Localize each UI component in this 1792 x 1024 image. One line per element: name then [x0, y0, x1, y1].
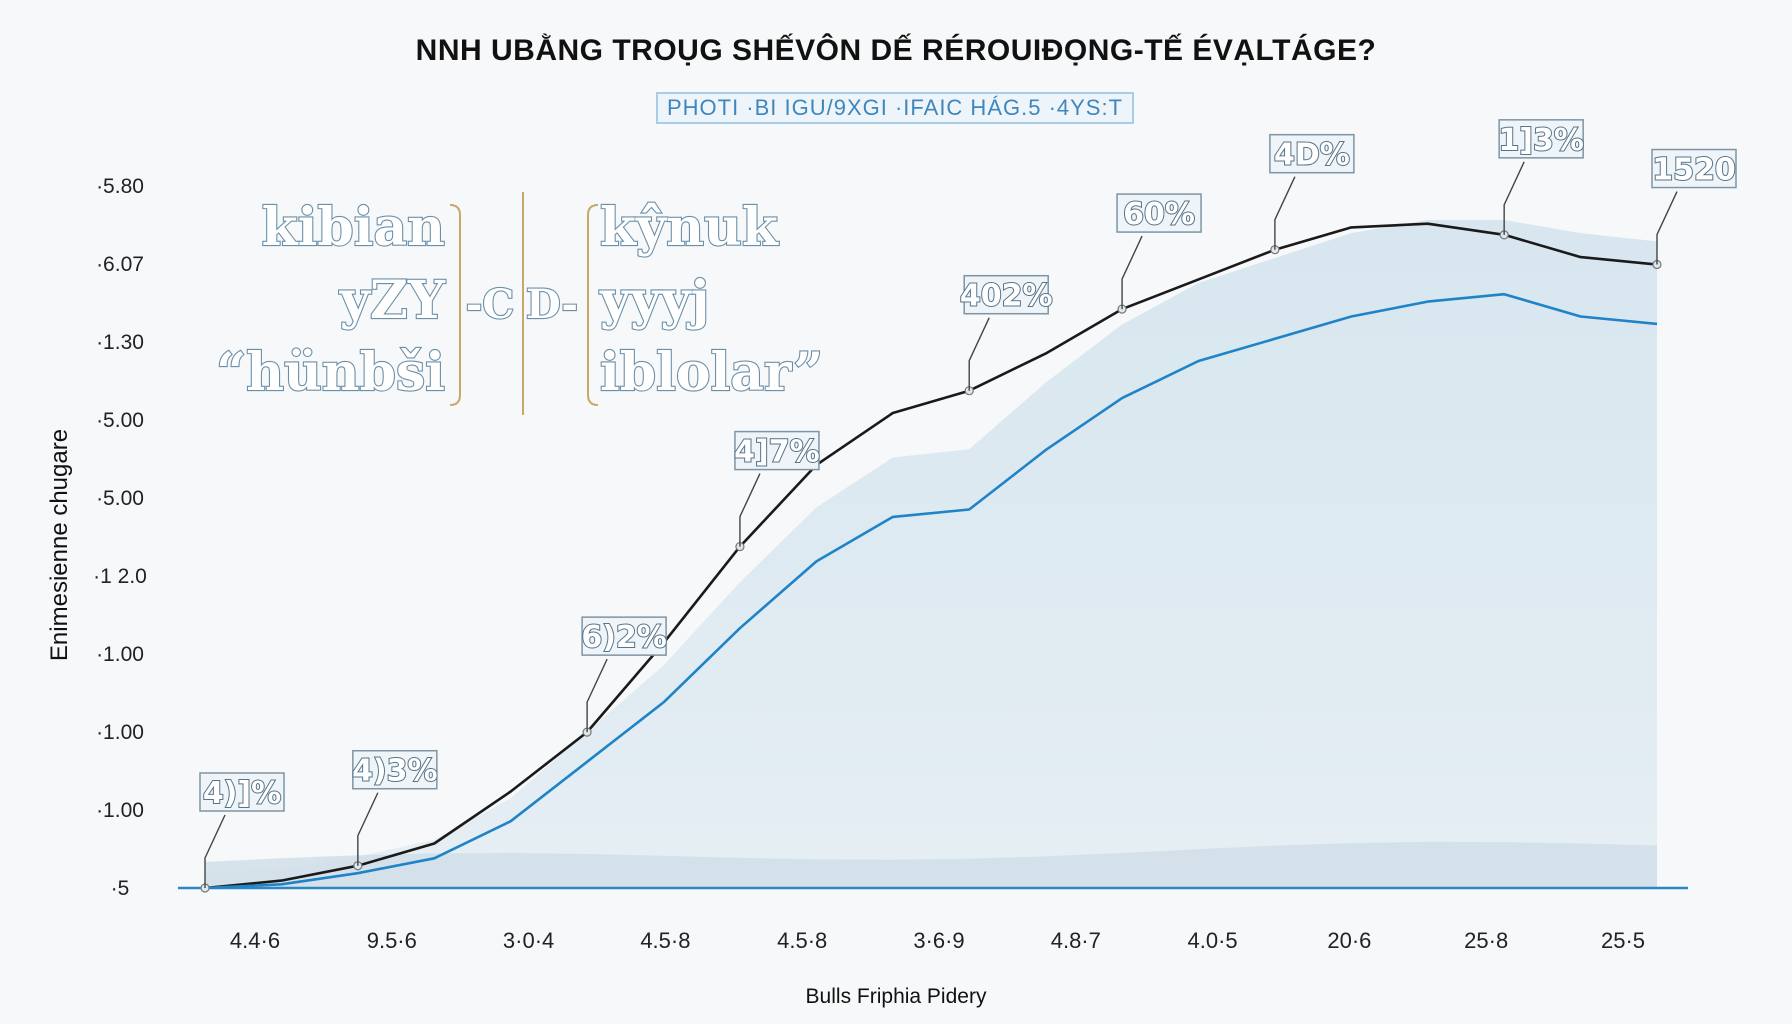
annotation-leader — [586, 658, 608, 733]
annotation-leader — [968, 317, 990, 391]
annotation-label: 60% — [1123, 197, 1195, 232]
annotation-box — [734, 430, 820, 471]
annotation-leader — [1121, 235, 1143, 310]
inset-left-word: yZY — [339, 270, 446, 331]
series-line-1 — [204, 222, 1658, 890]
y-tick-label: ·5.00 — [96, 409, 144, 432]
annotation-box — [1269, 133, 1355, 174]
annotation-label: 6)2% — [581, 620, 667, 655]
annotation-box — [963, 274, 1049, 315]
inset-right-word: kŷnuk — [600, 197, 779, 258]
x-tick-label: 20·6 — [1327, 928, 1371, 953]
x-tick-label: 3·0·4 — [503, 928, 554, 953]
y-tick-label: ·1.30 — [96, 331, 144, 354]
annotation-leader — [204, 814, 226, 888]
x-axis-label: Bulls Friphia Pidery — [805, 985, 987, 1008]
x-tick-label: 9.5·6 — [367, 928, 417, 953]
annotation-box — [1116, 193, 1202, 233]
annotation-label: 4D% — [1274, 138, 1350, 173]
chart-title: NNH UBẰNG TROỤG SHẾVÔN DẾ RÉROUIĐỌNG-TẾ … — [415, 34, 1377, 67]
annotation-label: 1520 — [1652, 153, 1736, 188]
y-tick-label: ·6.07 — [96, 253, 144, 276]
annotation-box — [1498, 119, 1584, 159]
annotation-leader — [1274, 176, 1296, 250]
inset-right-word: yyyj — [599, 270, 709, 331]
x-tick-label: 25·5 — [1601, 928, 1645, 953]
annotation-label: 4)3% — [352, 754, 438, 789]
y-tick-label: ·1.00 — [96, 721, 144, 744]
annotation-box — [581, 616, 667, 656]
annotation-leader — [1503, 161, 1525, 235]
inset-right-word: iblolar” — [600, 342, 823, 403]
annotation-label: 402% — [960, 279, 1053, 314]
x-tick-label: 4.4·6 — [230, 928, 280, 953]
annotation-label: 4]7% — [734, 435, 820, 470]
x-tick-label: 4.5·8 — [777, 928, 827, 953]
annotation-box — [352, 749, 438, 790]
inset-left-word: “hünbši — [216, 342, 445, 403]
inset-bracket-left — [449, 204, 461, 406]
annotation-box — [1651, 148, 1737, 189]
annotation-label: 1]3% — [1498, 123, 1584, 158]
series-line-2 — [204, 292, 1658, 890]
y-tick-label: ·1.00 — [96, 643, 144, 666]
annotation-leader — [357, 792, 379, 866]
inset-bracket-right — [587, 204, 599, 406]
x-tick-label: 3·6·9 — [913, 928, 964, 953]
baseline-area — [205, 841, 1657, 888]
y-tick-label: ·1 2.0 — [93, 565, 147, 588]
background-area — [205, 220, 1657, 888]
x-tick-label: 4.8·7 — [1051, 928, 1101, 953]
x-tick-label: 25·8 — [1464, 928, 1508, 953]
inset-mid-symbol: D- — [526, 281, 578, 328]
x-tick-label: 4.0·5 — [1188, 928, 1238, 953]
chart-subtitle: PHOTI ·BI IGU/9XGI ·IFAIC HÁG.5 ·4YS:T — [656, 92, 1134, 124]
annotation-label: 4)]% — [203, 776, 281, 811]
y-tick-label: ·5 — [111, 877, 130, 900]
y-tick-label: ·5.00 — [96, 487, 144, 510]
y-tick-label: ·1.00 — [96, 799, 144, 822]
inset-left-word: kibian — [262, 197, 445, 258]
annotation-box — [199, 772, 285, 812]
annotation-leader — [1656, 191, 1678, 265]
annotation-leader — [739, 473, 761, 547]
inset-mid-symbol: -C — [466, 281, 514, 328]
x-tick-label: 4.5·8 — [640, 928, 690, 953]
y-tick-label: ·5.80 — [96, 175, 144, 198]
